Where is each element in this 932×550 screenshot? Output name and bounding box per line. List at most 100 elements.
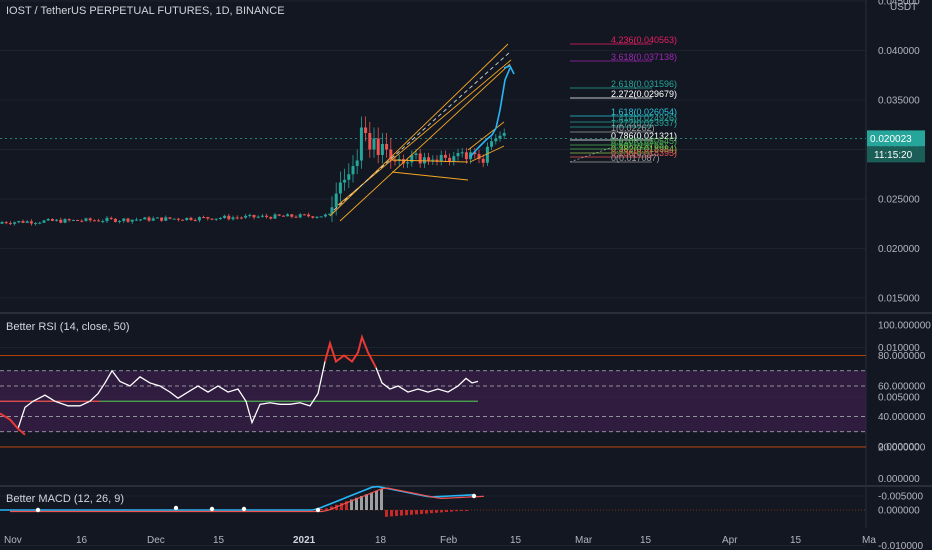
- candle-body: [286, 214, 289, 216]
- candle-body: [160, 217, 163, 220]
- time-tick-label: Ma: [862, 535, 876, 546]
- macd-histogram-bar: [440, 510, 443, 512]
- candle-body: [494, 139, 497, 142]
- candle-body: [352, 166, 355, 174]
- candle-body: [143, 217, 146, 219]
- candle-body: [320, 216, 323, 217]
- candle-body: [307, 215, 310, 217]
- candle-body: [385, 144, 388, 150]
- macd-cross-dot: [316, 508, 320, 512]
- candle-body: [299, 214, 302, 217]
- candle-body: [101, 221, 104, 222]
- candle-body: [194, 220, 197, 221]
- candle-body: [440, 155, 443, 161]
- candle-body: [274, 214, 277, 218]
- macd-histogram-bar: [385, 510, 388, 517]
- time-tick-label: 15: [510, 535, 522, 546]
- rsi-overbought-segment: [325, 337, 376, 368]
- macd-histogram-bar: [320, 509, 323, 510]
- rsi-tick-label: 40.000000: [878, 412, 926, 423]
- candle-body: [360, 128, 363, 161]
- fib-level-label: 2.272(0.029679): [611, 89, 677, 99]
- candle-body: [311, 216, 314, 217]
- symbol-title[interactable]: IOST / TetherUS PERPETUAL FUTURES, 1D, B…: [6, 5, 285, 17]
- macd-histogram-bar: [325, 508, 328, 510]
- candle-body: [381, 144, 384, 155]
- macd-indicator-title[interactable]: Better MACD (12, 26, 9): [6, 493, 124, 505]
- time-tick-label: 15: [790, 535, 802, 546]
- candle-body: [93, 220, 96, 221]
- rsi-indicator-title[interactable]: Better RSI (14, close, 50): [6, 321, 130, 333]
- macd-histogram-bar: [455, 510, 458, 511]
- rsi-tick-label: 80.000000: [878, 351, 926, 362]
- macd-histogram-bar: [365, 494, 368, 510]
- macd-histogram-bar: [445, 510, 448, 512]
- price-tick-label: -0.005000: [878, 492, 923, 503]
- candle-body: [148, 217, 151, 220]
- candle-body: [110, 218, 113, 219]
- macd-histogram-bar: [465, 510, 468, 511]
- macd-cross-dot: [242, 507, 246, 511]
- candle-body: [290, 214, 293, 216]
- channel-lower-line: [338, 60, 511, 205]
- candle-body: [76, 220, 79, 221]
- candle-body: [1, 222, 4, 224]
- macd-histogram-bar: [435, 510, 438, 513]
- candle-body: [169, 217, 172, 218]
- candle-body: [68, 219, 71, 220]
- candle-body: [211, 219, 214, 220]
- candle-body: [173, 219, 176, 220]
- macd-histogram-bar: [415, 510, 418, 514]
- price-tick-label: 0.005000: [878, 393, 920, 404]
- candle-body: [236, 217, 239, 218]
- candle-body: [316, 217, 319, 218]
- time-tick-label: 18: [375, 535, 387, 546]
- price-tick-label: 0.025000: [878, 195, 920, 206]
- macd-histogram-bar: [380, 489, 383, 510]
- candle-body: [152, 218, 155, 220]
- candle-body: [324, 215, 327, 217]
- candle-body: [373, 139, 376, 150]
- fib-level-label: 0(0.017087): [611, 153, 660, 163]
- time-tick-label: Feb: [440, 535, 458, 546]
- candle-body: [106, 218, 109, 221]
- candle-body: [303, 214, 306, 215]
- time-tick-label: 15: [213, 535, 225, 546]
- candle-body: [127, 219, 130, 222]
- candle-body: [343, 180, 346, 183]
- candle-body: [223, 216, 226, 218]
- candle-body: [43, 220, 46, 222]
- candle-body: [206, 217, 209, 218]
- macd-histogram-bar: [460, 510, 463, 511]
- candle-body: [253, 215, 256, 217]
- candle-body: [59, 220, 62, 223]
- currency-label: USDT: [890, 2, 917, 13]
- countdown-value: 11:15:20: [874, 150, 913, 161]
- macd-cross-dot: [210, 507, 214, 511]
- candle-body: [51, 219, 54, 221]
- candle-body: [122, 219, 125, 221]
- candle-body: [97, 220, 100, 221]
- time-tick-label: 16: [76, 535, 88, 546]
- candle-body: [427, 157, 430, 160]
- macd-histogram-bar: [425, 510, 428, 514]
- candle-body: [452, 156, 455, 161]
- time-tick-label: 2021: [293, 535, 316, 546]
- candle-body: [240, 218, 243, 219]
- candle-body: [38, 223, 41, 224]
- candle-body: [328, 214, 331, 215]
- candle-body: [406, 162, 409, 163]
- candle-body: [219, 218, 222, 219]
- candle-body: [131, 220, 134, 222]
- candle-body: [347, 174, 350, 180]
- candle-body: [190, 218, 193, 220]
- candle-body: [72, 220, 75, 221]
- candle-body: [295, 217, 298, 218]
- candle-body: [248, 215, 251, 216]
- macd-histogram-bar: [360, 496, 363, 510]
- candle-body: [185, 218, 188, 220]
- candle-body: [5, 222, 8, 223]
- time-tick-label: Mar: [575, 535, 593, 546]
- candle-body: [499, 136, 502, 139]
